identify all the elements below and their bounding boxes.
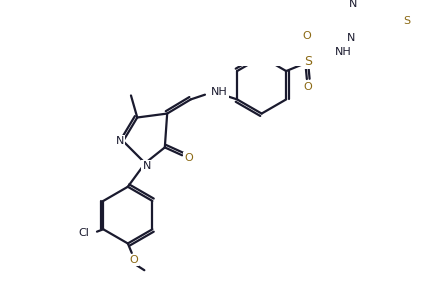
Text: N: N: [347, 33, 356, 43]
Text: N: N: [143, 161, 151, 171]
Text: N: N: [349, 0, 357, 9]
Text: NH: NH: [335, 47, 352, 57]
Text: NH: NH: [211, 87, 228, 96]
Text: Cl: Cl: [78, 228, 89, 238]
Text: O: O: [304, 82, 313, 92]
Text: S: S: [404, 16, 411, 26]
Text: N: N: [116, 136, 124, 146]
Text: O: O: [129, 255, 138, 265]
Text: S: S: [304, 55, 312, 68]
Text: O: O: [302, 31, 311, 41]
Text: O: O: [184, 153, 193, 164]
